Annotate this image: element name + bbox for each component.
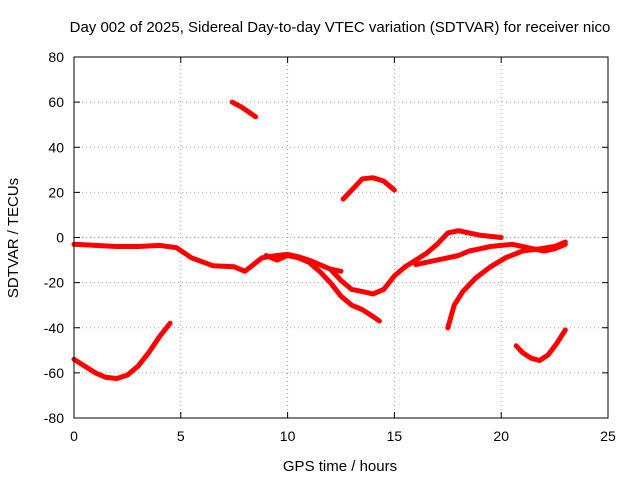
x-tick-label: 0 [70,428,78,444]
x-tick-label: 25 [600,428,616,444]
series-group [71,99,568,381]
y-tick-label: -40 [44,320,64,336]
series-line-arc-high-2 [340,175,397,202]
y-tick-label: -20 [44,275,64,291]
series-line-arc-recovery [327,228,504,297]
x-tick-label: 15 [387,428,403,444]
series-line-arc-late-flat [413,241,568,268]
y-tick-label: -80 [44,410,64,426]
y-tick-label: 60 [48,94,64,110]
x-tick-label: 10 [280,428,296,444]
x-axis-label: GPS time / hours [283,458,397,475]
y-tick-label: 0 [56,230,64,246]
x-tick-label: 5 [177,428,185,444]
grid [74,57,608,418]
y-tick-label: 80 [48,49,64,65]
y-tick-label: 20 [48,184,64,200]
series-line-arc-high-1 [229,99,259,120]
series-line-arc-afternoon-rise [445,239,568,331]
series-line-arc-morning-dip [71,320,173,381]
series-line-arc-evening-dip [513,327,568,363]
series-line-arc-midday-drop [263,253,382,324]
ticks: 0 5 10 15 20 25 -80 -60 -40 -20 0 20 40 60 80 [44,49,616,444]
x-tick-label: 20 [493,428,509,444]
chart-title: Day 002 of 2025, Sidereal Day-to-day VTE… [70,19,611,36]
y-tick-label: 40 [48,139,64,155]
y-tick-label: -60 [44,365,64,381]
y-axis-label: SDTVAR / TECUs [5,178,22,298]
